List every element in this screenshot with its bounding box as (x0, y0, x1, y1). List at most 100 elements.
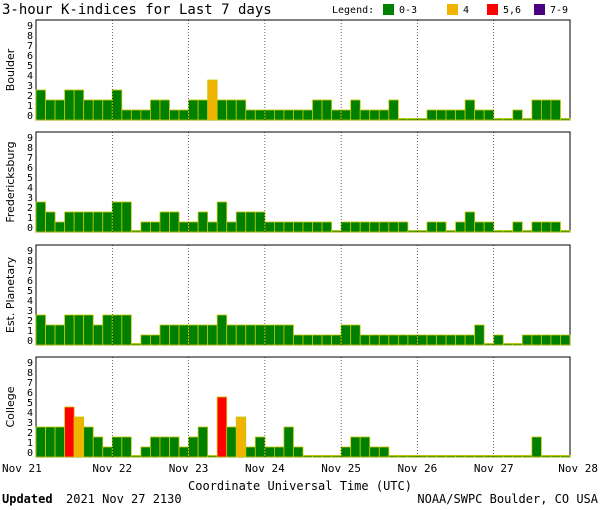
k-index-bar (560, 334, 571, 346)
k-index-bar (121, 436, 132, 458)
k-index-bar (426, 334, 437, 346)
y-tick-label: 2 (27, 91, 33, 102)
k-index-bar (254, 324, 266, 346)
k-index-bar (35, 314, 46, 346)
k-index-bar (102, 99, 113, 121)
k-index-bar (397, 334, 409, 346)
k-index-bar (369, 334, 380, 346)
y-tick-label: 6 (27, 388, 33, 399)
k-index-bar (169, 436, 180, 458)
k-index-bar (207, 221, 218, 233)
k-index-bar (102, 211, 113, 233)
k-index-bar (130, 109, 142, 121)
k-index-bar (235, 324, 247, 346)
k-index-bar (455, 109, 466, 121)
k-index-bar (197, 211, 209, 233)
k-index-bar (254, 109, 266, 121)
k-index-bar (169, 211, 180, 233)
y-tick-label: 4 (27, 408, 33, 419)
k-index-bar (369, 109, 380, 121)
k-index-bar (102, 446, 113, 458)
k-index-bar (169, 109, 180, 121)
k-index-bar (436, 109, 447, 121)
k-index-bar (502, 230, 514, 233)
k-index-bar (493, 118, 504, 121)
k-index-bar (64, 211, 75, 233)
k-index-bar (483, 455, 495, 458)
k-index-bar (474, 455, 485, 458)
k-index-bar (312, 334, 323, 346)
y-tick-label: 8 (27, 31, 33, 42)
y-tick-label: 0 (27, 111, 33, 122)
k-index-bar (92, 211, 104, 233)
y-tick-label: 5 (27, 173, 33, 184)
k-index-bar (273, 324, 285, 346)
y-tick-label: 5 (27, 286, 33, 297)
k-index-bar (216, 201, 228, 233)
k-index-bar (540, 334, 552, 346)
k-index-bar (73, 211, 85, 233)
y-tick-label: 8 (27, 368, 33, 379)
k-index-bar (293, 109, 304, 121)
k-index-bar (436, 455, 447, 458)
k-index-bar (73, 89, 85, 121)
k-index-bar (207, 79, 218, 121)
k-index-bar (188, 324, 199, 346)
panels: 0123456789Boulder0123456789Fredericksbur… (4, 19, 571, 459)
k-index-bar (130, 455, 142, 458)
k-index-bar (359, 221, 371, 233)
k-index-bar (397, 118, 409, 121)
k-index-bar (140, 446, 151, 458)
y-tick-label: 5 (27, 398, 33, 409)
k-index-bar (464, 455, 476, 458)
k-index-bar (121, 109, 132, 121)
k-index-bar (111, 314, 123, 346)
k-index-bar (397, 221, 409, 233)
k-index-bar (283, 324, 294, 346)
k-index-bar (350, 436, 361, 458)
y-tick-label: 8 (27, 256, 33, 267)
k-index-bar (35, 426, 46, 458)
k-index-bar (111, 201, 123, 233)
y-tick-label: 6 (27, 276, 33, 287)
k-index-bar (264, 324, 275, 346)
y-tick-label: 9 (27, 358, 33, 369)
k-index-bar (293, 334, 304, 346)
k-index-bar (560, 118, 571, 121)
k-index-bar (54, 324, 66, 346)
k-index-bar (169, 324, 180, 346)
k-index-bar (197, 324, 209, 346)
k-index-bar (359, 334, 371, 346)
k-index-bar (502, 343, 514, 346)
k-index-bar (455, 334, 466, 346)
legend-swatch-1 (383, 4, 394, 15)
k-index-bar (560, 230, 571, 233)
k-index-bar (45, 211, 56, 233)
x-tick-label: Nov 23 (169, 462, 209, 475)
k-index-bar (512, 109, 523, 121)
y-tick-label: 6 (27, 163, 33, 174)
k-index-bar (436, 334, 447, 346)
k-index-bar (445, 455, 456, 458)
y-tick-label: 9 (27, 21, 33, 32)
k-index-bar (178, 324, 189, 346)
k-index-bar (474, 109, 485, 121)
k-index-bar (378, 109, 390, 121)
k-index-bar (159, 436, 170, 458)
y-tick-label: 8 (27, 143, 33, 154)
k-index-bar (130, 230, 142, 233)
k-index-bar (531, 436, 542, 458)
k-index-bar (73, 314, 85, 346)
k-index-bar (235, 211, 247, 233)
k-index-bar (540, 99, 552, 121)
k-index-bar (426, 455, 437, 458)
k-index-bar (455, 221, 466, 233)
legend-swatch-2 (447, 4, 458, 15)
k-index-bar (264, 446, 275, 458)
k-index-bar (273, 221, 285, 233)
k-index-bar (340, 324, 352, 346)
k-index-bar (178, 109, 189, 121)
